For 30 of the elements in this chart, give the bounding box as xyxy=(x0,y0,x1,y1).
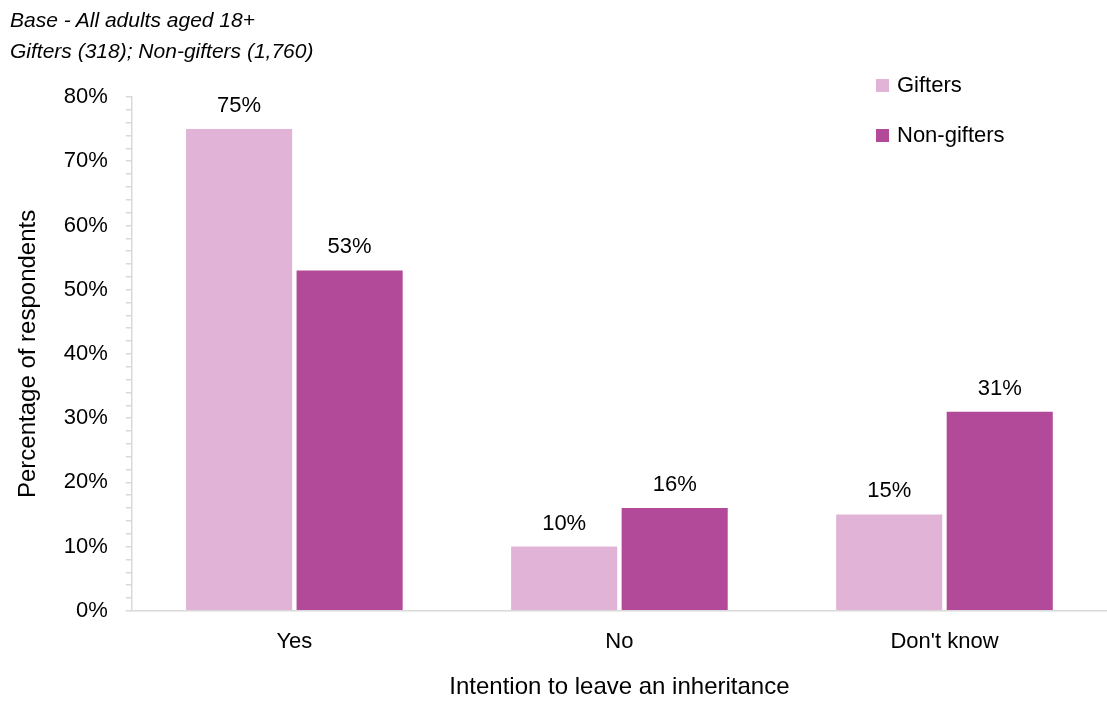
x-tick-label: No xyxy=(605,628,634,654)
data-label: 16% xyxy=(652,471,697,497)
legend-label: Non-gifters xyxy=(897,122,1005,148)
bar xyxy=(836,514,943,611)
x-tick-label: Yes xyxy=(276,628,313,654)
bar xyxy=(946,411,1053,611)
bar xyxy=(296,270,403,611)
y-tick-label: 10% xyxy=(63,532,108,558)
y-tick-label: 70% xyxy=(63,147,108,173)
y-tick-label: 50% xyxy=(63,275,108,301)
y-tick-label: 0% xyxy=(76,596,108,622)
bar xyxy=(621,508,728,611)
y-tick-label: 20% xyxy=(63,468,108,494)
y-tick-label: 60% xyxy=(63,211,108,237)
data-label: 10% xyxy=(542,509,587,535)
y-tick-label: 30% xyxy=(63,404,108,430)
data-label: 31% xyxy=(977,374,1022,400)
y-tick-label: 80% xyxy=(63,83,108,109)
x-tick-label: Don't know xyxy=(890,628,999,654)
data-label: 75% xyxy=(217,92,262,118)
data-label: 53% xyxy=(327,233,372,259)
y-axis-title: Percentage of respondents xyxy=(13,209,41,498)
bar xyxy=(511,546,618,611)
text: Gifters (318); Non-gifters (1,760) xyxy=(10,38,314,64)
x-axis-title: Intention to leave an inheritance xyxy=(449,672,790,700)
y-tick-label: 40% xyxy=(63,339,108,365)
data-label: 15% xyxy=(867,477,912,503)
bar xyxy=(186,129,293,611)
text: Base - All adults aged 18+ xyxy=(10,7,256,33)
legend-label: Gifters xyxy=(897,72,962,98)
